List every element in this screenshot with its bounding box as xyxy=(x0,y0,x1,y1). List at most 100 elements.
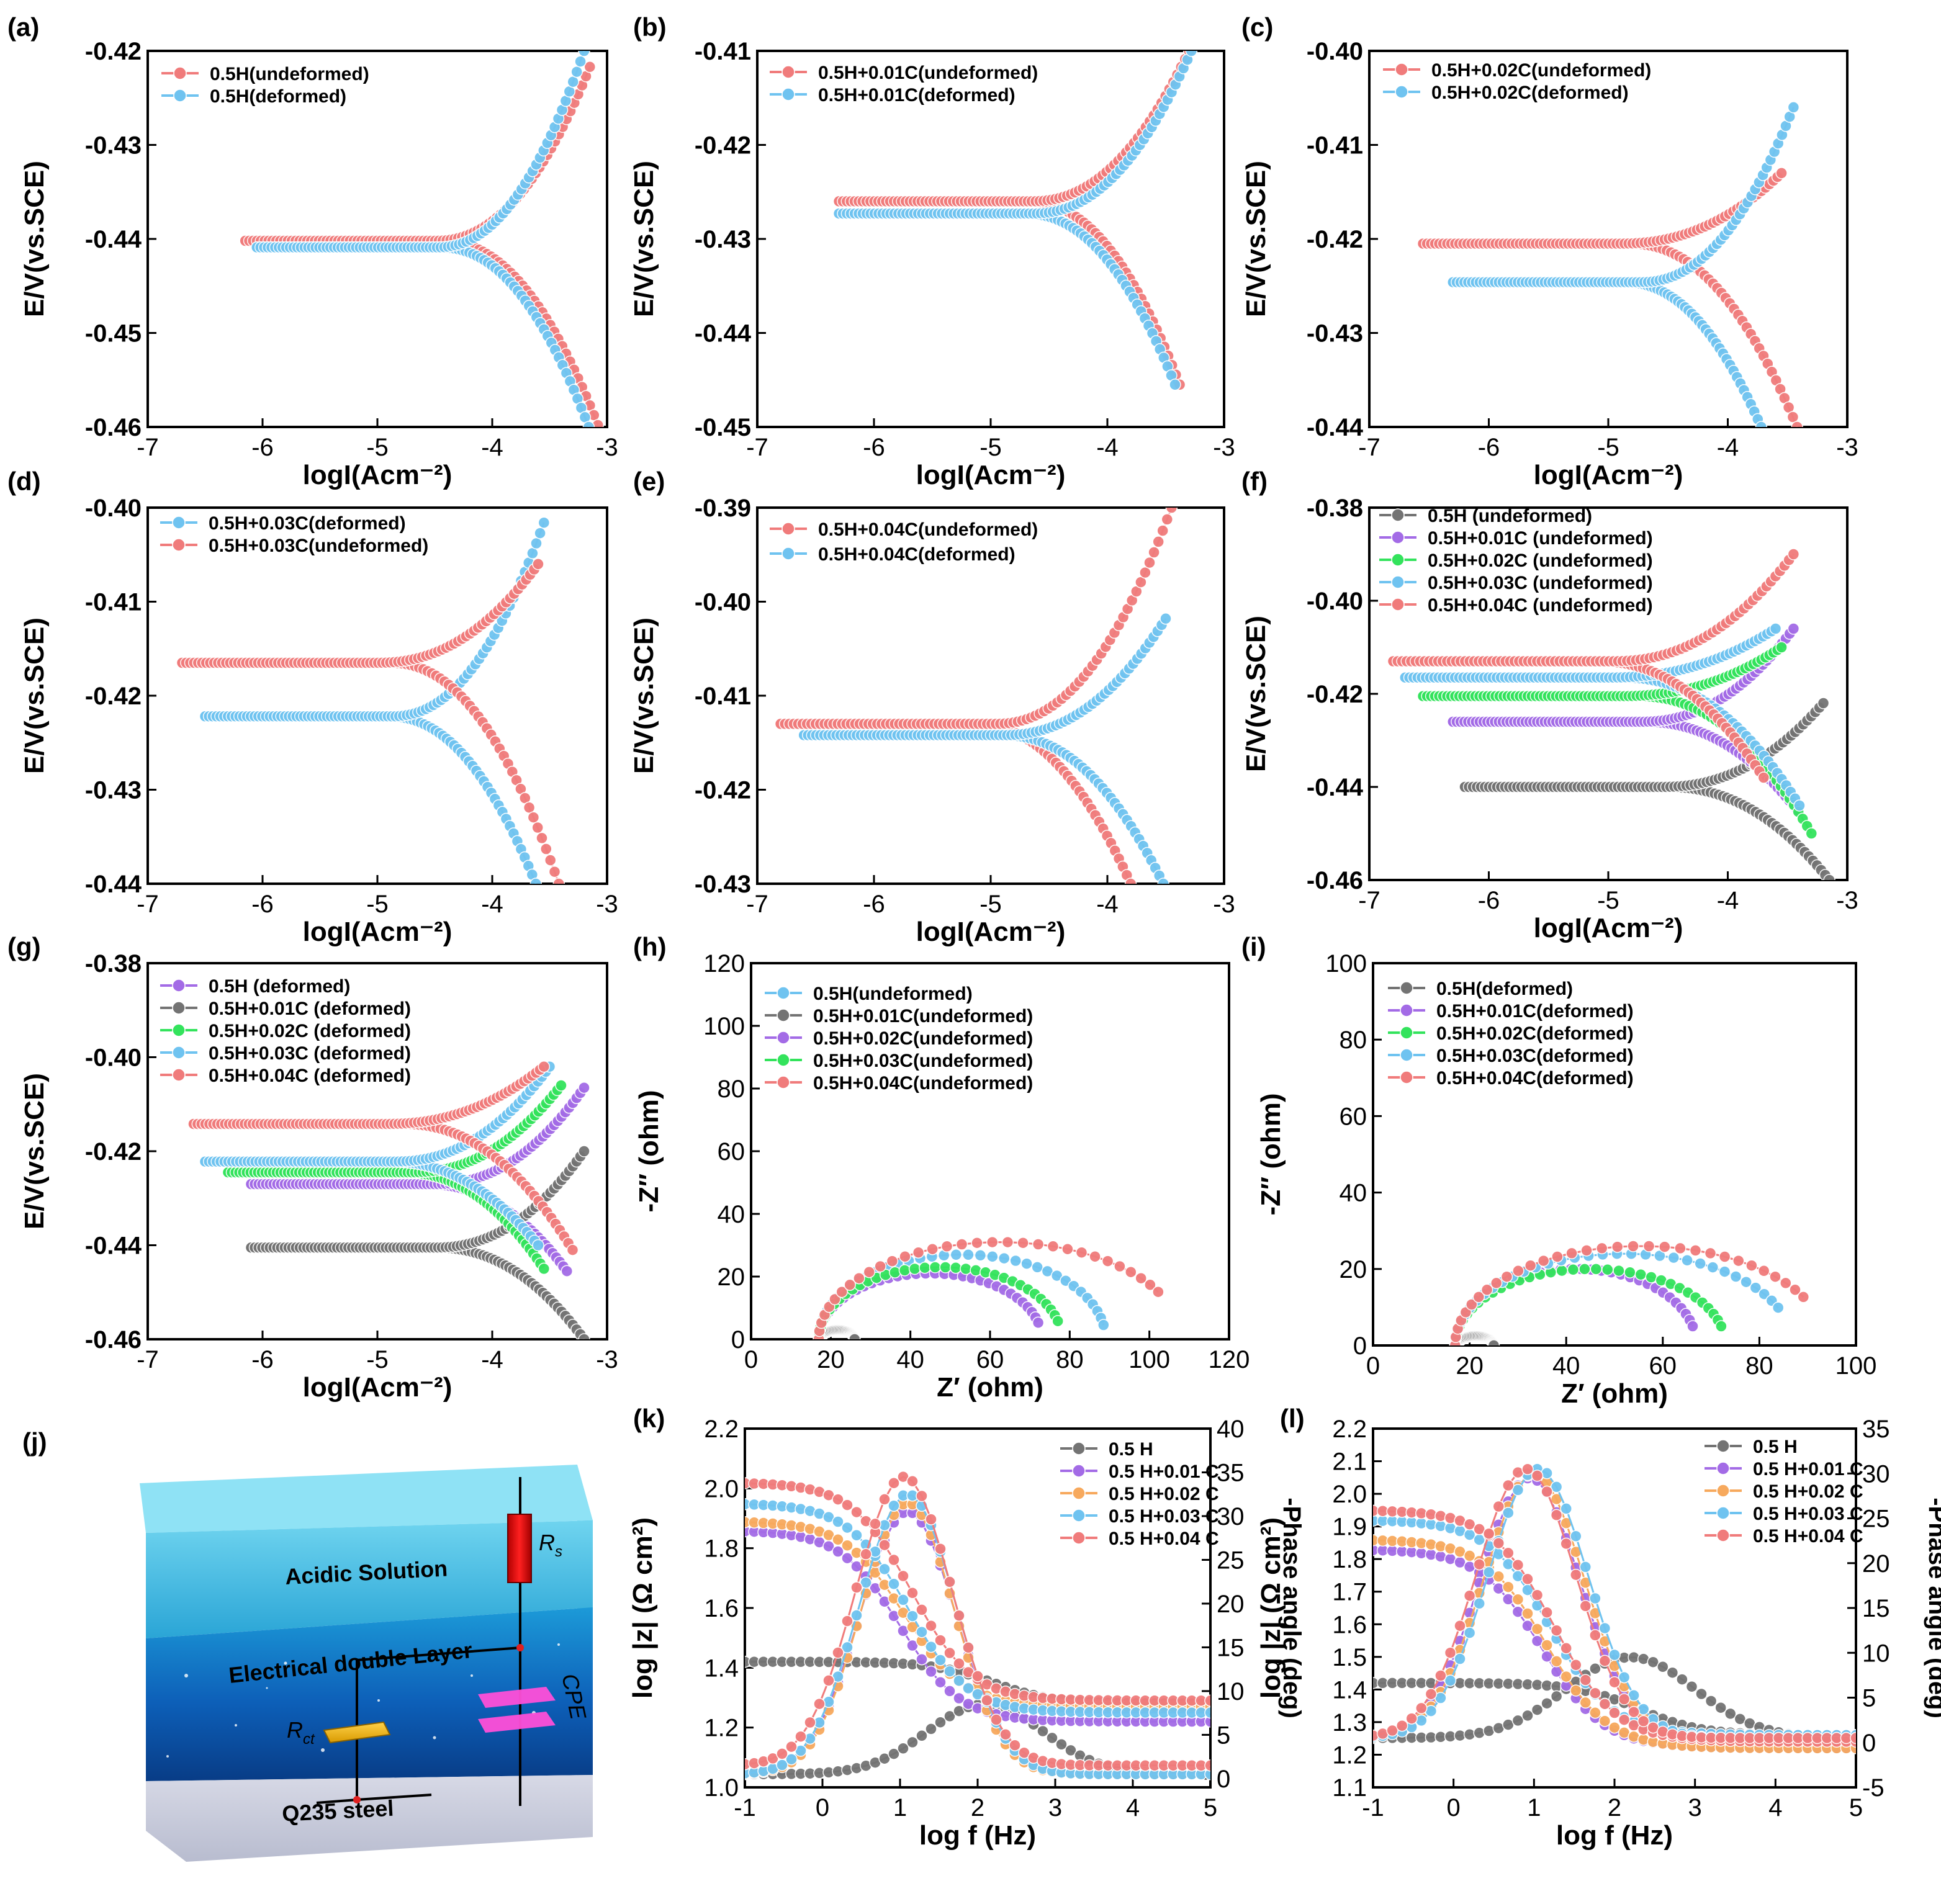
legend-label: 0.5H+0.01C(undeformed) xyxy=(813,1006,1033,1026)
phase-angle-point xyxy=(804,1716,816,1729)
x-tick-label: -7 xyxy=(137,434,159,461)
x-tick-label: -7 xyxy=(746,891,768,918)
nyquist-point xyxy=(1729,1270,1742,1283)
cathodic-point xyxy=(1124,878,1137,884)
legend-marker xyxy=(173,66,187,80)
nyquist-point xyxy=(889,1266,901,1278)
phase-angle-point xyxy=(841,1641,853,1654)
nyquist-point xyxy=(853,1272,865,1285)
legend-label: 0.5H+0.03C (undeformed) xyxy=(1428,573,1653,593)
cathodic-point xyxy=(529,878,543,884)
legend-label: 0.5H+0.02C(undeformed) xyxy=(1431,60,1651,81)
nyquist-point xyxy=(1687,1320,1699,1332)
legend-entry: 0.5H+0.02C(deformed) xyxy=(1383,83,1629,103)
nyquist-point xyxy=(1674,1242,1687,1255)
chart-panel-a: (a)-7 -6 -5 -4 -3-0.46-0.45-0.44-0.43-0.42lo… xyxy=(7,12,618,490)
series-c-2 xyxy=(1447,101,1800,427)
nyquist-point xyxy=(1749,1282,1762,1294)
y-axis-label: E/V(vs.SCE) xyxy=(629,617,659,774)
chart-panel-c: (c)-7 -6 -5 -4 -3-0.44-0.43-0.42-0.41-0.40lo… xyxy=(1241,12,1858,490)
phase-angle-point xyxy=(925,1513,937,1525)
y-tick-label: -0.43 xyxy=(695,226,751,253)
y2-tick-label: 30 xyxy=(1217,1503,1245,1530)
x-tick-label: -5 xyxy=(1597,434,1619,461)
legend-label: 0.5H+0.04C(deformed) xyxy=(1436,1068,1634,1089)
nyquist-point xyxy=(1659,1241,1671,1253)
y-tick-label: 40 xyxy=(1340,1180,1367,1207)
y-tick-label: 1.2 xyxy=(704,1715,739,1742)
nyquist-point xyxy=(1537,1254,1550,1267)
y-axis-label: E/V(vs.SCE) xyxy=(19,1073,50,1229)
series-k-5 xyxy=(745,1470,1210,1772)
y2-axis-label: -Phase angle (deg) xyxy=(1278,1498,1305,1718)
legend-label: 0.5H+0.03C(deformed) xyxy=(209,513,406,534)
legend-entry: 0.5H(deformed) xyxy=(161,86,346,107)
x-tick-label: 0 xyxy=(744,1346,758,1373)
nyquist-point xyxy=(1551,1251,1564,1263)
x-axis-label: logI(Acm⁻²) xyxy=(303,460,453,490)
legend-label: 0.5H+0.03C (deformed) xyxy=(209,1043,411,1064)
legend-f: 0.5H (undeformed)0.5H+0.01C (undeformed)… xyxy=(1379,506,1653,616)
nyquist-point xyxy=(1009,1254,1022,1267)
cathodic-point xyxy=(536,832,548,845)
anodic-point xyxy=(567,76,579,88)
nyquist-point xyxy=(1032,1238,1045,1251)
nyquist-point xyxy=(1567,1264,1580,1276)
legend-label: 0.5H+0.01C(deformed) xyxy=(1436,1001,1634,1022)
nyquist-point xyxy=(1032,1316,1045,1329)
x-tick-label: -6 xyxy=(251,1346,274,1373)
nyquist-point xyxy=(1780,1277,1792,1290)
nyquist-point xyxy=(1101,1255,1114,1267)
x-axis-label: logI(Acm⁻²) xyxy=(916,460,1066,490)
legend-entry: 0.5H+0.01C (deformed) xyxy=(160,999,411,1019)
x-tick-label: -6 xyxy=(1478,434,1500,461)
x-tick-label: -1 xyxy=(734,1794,756,1821)
cathodic-line xyxy=(839,212,1176,385)
impedance-modulus-point xyxy=(897,1594,909,1606)
x-tick-label: 100 xyxy=(1835,1352,1877,1380)
panel-label-a: (a) xyxy=(7,12,39,42)
impedance-modulus-point xyxy=(925,1665,937,1678)
x-tick-label: 80 xyxy=(1056,1346,1084,1373)
impedance-modulus-point xyxy=(906,1587,919,1599)
cathodic-point xyxy=(548,865,561,878)
plot-area xyxy=(187,1060,590,1339)
legend-c: 0.5H+0.02C(undeformed)0.5H+0.02C(deforme… xyxy=(1383,60,1651,103)
anodic-point xyxy=(578,1145,590,1157)
impedance-modulus-point xyxy=(925,1619,937,1632)
series-h-1 xyxy=(813,1249,1110,1339)
series-g-5 xyxy=(187,1060,579,1256)
plot-area xyxy=(745,1470,1210,1781)
x-axis-label: logI(Acm⁻²) xyxy=(303,1372,453,1403)
cathodic-point xyxy=(1805,827,1818,840)
legend-label: 0.5H+0.04C (deformed) xyxy=(209,1066,411,1086)
nyquist-point xyxy=(1642,1240,1655,1252)
anodic-point xyxy=(574,55,587,68)
nyquist-point xyxy=(1047,1240,1060,1253)
panel-label-h: (h) xyxy=(633,932,667,961)
legend-label: 0.5H+0.02C (undeformed) xyxy=(1428,550,1653,571)
nyquist-point xyxy=(1031,1261,1043,1273)
impedance-modulus-point xyxy=(916,1604,928,1616)
impedance-modulus-point xyxy=(888,1553,900,1566)
x-tick-label: 1 xyxy=(893,1794,907,1821)
cathodic-line xyxy=(1423,243,1798,427)
y2-tick-label: 40 xyxy=(1217,1416,1245,1443)
legend-marker xyxy=(172,516,186,529)
impedance-modulus-point xyxy=(953,1674,965,1687)
y-tick-label: 20 xyxy=(718,1264,745,1291)
nyquist-point xyxy=(1757,1265,1770,1277)
x-tick-label: -4 xyxy=(481,891,503,918)
legend-entry: 0.5H(deformed) xyxy=(1388,979,1573,999)
nyquist-point xyxy=(1017,1236,1029,1249)
x-tick-label: -6 xyxy=(251,434,274,461)
cathodic-point xyxy=(544,854,557,866)
anodic-point xyxy=(1787,622,1800,635)
y-tick-label: -0.44 xyxy=(695,320,752,348)
nyquist-point xyxy=(1556,1264,1568,1277)
nyquist-point xyxy=(908,1262,921,1275)
nyquist-point xyxy=(1052,1314,1064,1327)
y-tick-label: -0.42 xyxy=(85,1138,142,1165)
x-tick-label: 20 xyxy=(817,1346,845,1373)
x-tick-label: -4 xyxy=(1717,434,1739,461)
